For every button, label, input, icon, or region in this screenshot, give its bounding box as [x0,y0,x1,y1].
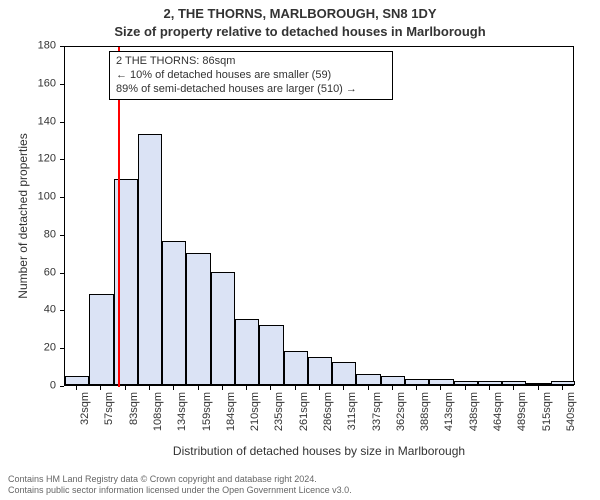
y-tick-label: 0 [0,381,56,392]
footer-attribution: Contains HM Land Registry data © Crown c… [8,474,352,497]
x-tick-label: 159sqm [202,392,213,431]
x-tick-label: 235sqm [274,392,285,431]
annotation-line: ← 10% of detached houses are smaller (59… [116,69,386,83]
x-tick-label: 540sqm [566,392,577,431]
histogram-bar [478,381,502,385]
histogram-bar [65,376,89,385]
page-title-line1: 2, THE THORNS, MARLBOROUGH, SN8 1DY [0,6,600,21]
x-tick-label: 438sqm [469,392,480,431]
histogram-bar [259,325,283,385]
page-title-line2: Size of property relative to detached ho… [0,24,600,39]
annotation-line: 2 THE THORNS: 86sqm [116,55,386,69]
histogram-bar [211,272,235,385]
histogram-bar [551,381,575,385]
x-tick-label: 515sqm [542,392,553,431]
histogram-bar [405,379,429,385]
x-axis-ticks: 32sqm 57sqm 83sqm 108sqm 134sqm 159sqm 184sqm 2… [64,386,574,446]
histogram-bar [454,381,478,385]
x-tick-label: 32sqm [80,392,91,425]
x-tick-label: 108sqm [153,392,164,431]
histogram-bar [235,319,259,385]
histogram-bar [356,374,380,385]
histogram-bar [429,379,453,385]
x-tick-label: 311sqm [347,392,358,430]
x-tick-label: 57sqm [104,392,115,425]
y-axis-label: Number of detached properties [16,133,30,298]
annotation-line: 89% of semi-detached houses are larger (… [116,83,386,97]
x-tick-label: 489sqm [517,392,528,431]
histogram-bar [138,134,162,385]
y-tick-label: 180 [0,41,56,52]
x-tick-label: 184sqm [226,392,237,431]
y-tick-label: 20 [0,343,56,354]
histogram-bar [284,351,308,385]
x-tick-label: 413sqm [444,392,455,431]
histogram-bar [308,357,332,385]
x-tick-label: 134sqm [177,392,188,431]
x-tick-label: 388sqm [420,392,431,431]
plot-area: 2 THE THORNS: 86sqm← 10% of detached hou… [64,46,574,386]
y-tick-label: 40 [0,305,56,316]
y-tick-label: 140 [0,116,56,127]
histogram-bar [114,179,138,385]
x-tick-label: 210sqm [250,392,261,431]
x-tick-label: 362sqm [396,392,407,431]
x-tick-label: 337sqm [372,392,383,431]
x-tick-label: 464sqm [493,392,504,431]
x-tick-label: 286sqm [323,392,334,431]
y-tick-label: 160 [0,78,56,89]
annotation-box: 2 THE THORNS: 86sqm← 10% of detached hou… [109,51,393,100]
x-tick-label: 261sqm [299,392,310,431]
histogram-bar [502,381,526,385]
histogram-bar [89,294,113,385]
histogram-bar [526,383,550,385]
x-axis-label: Distribution of detached houses by size … [64,444,574,458]
footer-line1: Contains HM Land Registry data © Crown c… [8,474,352,485]
histogram-bar [162,241,186,385]
histogram-bar [332,362,356,385]
histogram-bar [186,253,210,385]
footer-line2: Contains public sector information licen… [8,485,352,496]
histogram-bar [381,376,405,385]
x-tick-label: 83sqm [129,392,140,425]
